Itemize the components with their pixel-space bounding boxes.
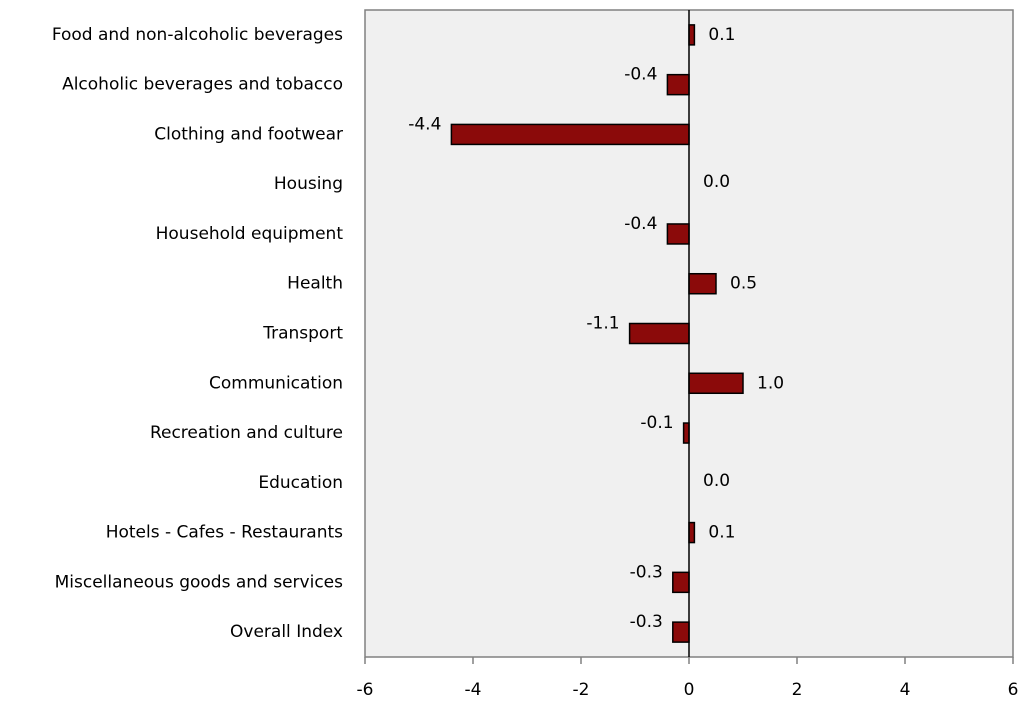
x-tick-label: 0 xyxy=(684,680,695,700)
y-tick-label: Education xyxy=(258,473,343,493)
y-tick-label: Recreation and culture xyxy=(150,423,343,443)
x-tick-label: -4 xyxy=(465,680,482,700)
x-tick-label: 4 xyxy=(900,680,911,700)
value-label: -0.4 xyxy=(624,65,657,85)
bar xyxy=(672,571,690,594)
y-tick-label: Communication xyxy=(209,373,343,393)
value-label: -0.3 xyxy=(630,562,663,582)
y-tick-label: Health xyxy=(287,274,343,294)
bar xyxy=(688,372,744,395)
value-label: 0.0 xyxy=(703,471,730,491)
y-tick-label: Overall Index xyxy=(230,622,343,642)
value-label: -0.3 xyxy=(630,612,663,632)
value-label: 0.1 xyxy=(708,523,735,543)
x-tick-label: -2 xyxy=(573,680,590,700)
y-tick-label: Hotels - Cafes - Restaurants xyxy=(106,523,343,543)
value-label: -0.4 xyxy=(624,214,657,234)
value-label: 1.0 xyxy=(757,373,784,393)
bar xyxy=(682,422,690,444)
bar xyxy=(688,24,696,46)
y-tick-label: Food and non-alcoholic beverages xyxy=(52,25,343,45)
value-label: 0.1 xyxy=(708,25,735,45)
bar xyxy=(688,272,717,295)
bar xyxy=(628,322,690,345)
bar xyxy=(450,123,690,146)
bar xyxy=(666,73,690,96)
value-label: 0.0 xyxy=(703,172,730,192)
y-tick-label: Housing xyxy=(274,174,343,194)
value-label: 0.5 xyxy=(730,274,757,294)
value-label: -0.1 xyxy=(640,413,673,433)
value-label: -1.1 xyxy=(586,314,619,334)
value-label: -4.4 xyxy=(408,114,441,134)
y-tick-label: Transport xyxy=(262,324,343,344)
bar xyxy=(688,521,696,544)
y-tick-label: Household equipment xyxy=(156,224,344,244)
y-tick-label: Clothing and footwear xyxy=(154,124,343,144)
x-tick-label: 6 xyxy=(1008,680,1019,700)
bar xyxy=(666,223,690,245)
y-tick-label: Alcoholic beverages and tobacco xyxy=(62,75,343,95)
x-tick-label: -6 xyxy=(357,680,374,700)
bar xyxy=(672,621,690,643)
x-tick-label: 2 xyxy=(792,680,803,700)
y-tick-label: Miscellaneous goods and services xyxy=(55,572,344,592)
